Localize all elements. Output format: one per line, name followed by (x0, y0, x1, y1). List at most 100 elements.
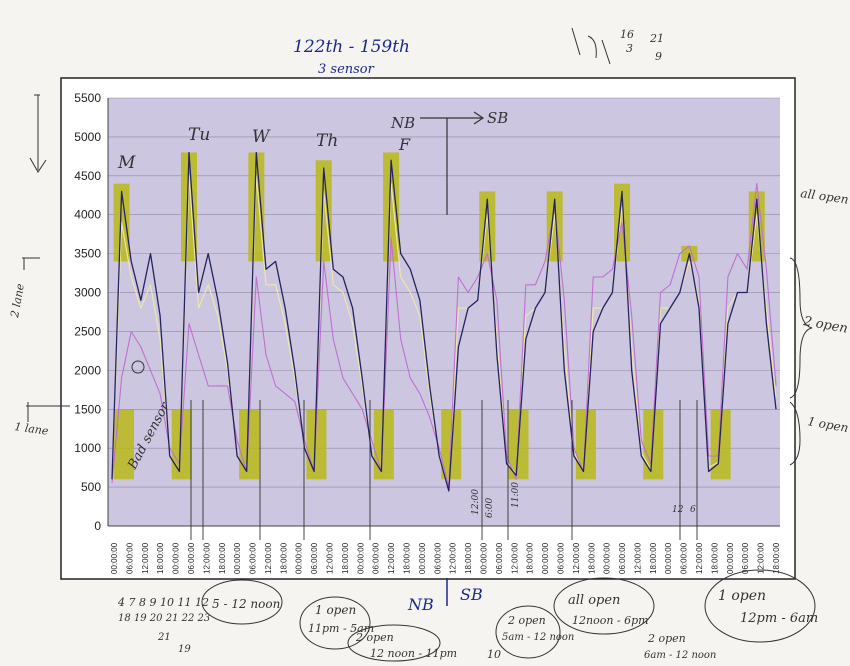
x-tick-label: 00:00:00 (418, 542, 427, 574)
right-one-open: 1 open (806, 414, 849, 435)
x-tick-label: 06:00:00 (433, 542, 442, 574)
oval-7-text-a: 1 open (718, 588, 766, 604)
x-tick-label: 12:00:00 (264, 542, 273, 574)
oval-3 (347, 624, 441, 662)
oval-7-text-b: 12pm - 6am (740, 611, 818, 626)
y-tick-label: 3500 (74, 247, 101, 261)
oval-5-text-b: 12noon - 6pm (572, 614, 649, 627)
x-tick-label: 12:00:00 (202, 542, 211, 574)
day-label-nb: NB (390, 114, 415, 132)
day-label-th: Th (316, 131, 338, 151)
x-tick-label: 18:00:00 (341, 542, 350, 574)
x-tick-label: 12:00:00 (633, 542, 642, 574)
x-tick-label: 18:00:00 (587, 542, 596, 574)
oval-4-text-b: 5am - 12 noon (502, 632, 574, 643)
x-tick-label: 00:00:00 (664, 542, 673, 574)
y-tick-label: 3000 (74, 286, 101, 300)
oval-5-text-a: all open (568, 593, 620, 608)
x-tick-label: 06:00:00 (372, 542, 381, 574)
mark-1200: 12:00 (471, 489, 481, 515)
y-tick-label: 5500 (74, 91, 101, 105)
top-title-1: 122th - 159th (293, 37, 410, 57)
peak-highlight (383, 152, 400, 262)
x-tick-label: 06:00:00 (495, 542, 504, 574)
top-right-scribble (571, 27, 611, 65)
oval-2 (299, 596, 371, 650)
oval-6-text-b: 6am - 12 noon (644, 650, 716, 661)
dates-line-2: 18 19 20 21 22 23 (118, 613, 210, 624)
nb-sb-arrow (420, 111, 485, 125)
x-tick-label: 06:00:00 (680, 542, 689, 574)
day-label-m: M (117, 153, 136, 173)
x-tick-label: 18:00:00 (526, 542, 535, 574)
x-tick-label: 00:00:00 (233, 542, 242, 574)
day-label-f: F (398, 135, 411, 154)
oval-3-text-b: 12 noon - 11pm (370, 647, 457, 660)
x-tick-label: 12:00:00 (695, 542, 704, 574)
x-tick-label: 18:00:00 (279, 542, 288, 574)
y-tick-label: 1000 (74, 441, 101, 455)
x-tick-label: 06:00:00 (556, 542, 565, 574)
y-tick-label: 500 (81, 480, 101, 494)
x-tick-label: 12:00:00 (387, 542, 396, 574)
dates-line-3: 21 (157, 632, 171, 643)
x-tick-label: 06:00:00 (125, 542, 134, 574)
mark-6: 6 (690, 505, 696, 515)
y-tick-label: 4500 (74, 169, 101, 183)
x-tick-label: 06:00:00 (741, 542, 750, 574)
sb-label-top: SB (487, 109, 508, 127)
oval-4-text-a: 2 open (507, 614, 546, 627)
day-label-tu: Tu (188, 125, 210, 145)
x-tick-label: 12:00:00 (141, 542, 150, 574)
y-axis-ticks: 0 500 1000 1500 2000 2500 3000 3500 4000 4500 5000… (74, 91, 101, 533)
y-tick-label: 4000 (74, 208, 101, 222)
oval-4 (495, 605, 561, 659)
top-right-note-1: 16 (620, 28, 634, 41)
series-lines (111, 151, 777, 492)
x-tick-label: 06:00:00 (618, 542, 627, 574)
y-tick-label: 5000 (74, 130, 101, 144)
x-tick-label: 00:00:00 (479, 542, 488, 574)
top-right-note-4: 9 (655, 50, 662, 63)
y-tick-label: 2000 (74, 363, 101, 377)
y-tick-label: 0 (94, 519, 101, 533)
y-tick-label: 1500 (74, 402, 101, 416)
trough-highlight (710, 409, 731, 480)
x-tick-label: 18:00:00 (156, 542, 165, 574)
x-axis-ticks: 00:00:00 06:00:00 12:00:00 18:00:00 00:00:00… (110, 542, 781, 574)
x-tick-label: 06:00:00 (310, 542, 319, 574)
x-tick-label: 06:00:00 (187, 542, 196, 574)
right-all-open: all open (800, 186, 850, 207)
x-tick-label: 12:00:00 (572, 542, 581, 574)
right-two-open: 2 open (801, 314, 849, 337)
top-title-2: 3 sensor (318, 62, 375, 77)
left-one-lane: 1 lane (14, 420, 50, 438)
left-two-lane: 2 lane (8, 282, 27, 319)
x-tick-label: 00:00:00 (172, 542, 181, 574)
x-tick-label: 18:00:00 (218, 542, 227, 574)
oval-1-text: 5 - 12 noon (212, 597, 280, 611)
x-tick-label: 00:00:00 (726, 542, 735, 574)
mark-12: 12 (672, 505, 684, 515)
x-tick-label: 00:00:00 (356, 542, 365, 574)
peak-highlight (248, 152, 265, 262)
x-tick-label: 18:00:00 (403, 542, 412, 574)
top-right-note-2: 3 (626, 42, 633, 55)
y-tick-label: 2500 (74, 324, 101, 338)
x-tick-label: 18:00:00 (464, 542, 473, 574)
handwritten-vertical-marks (190, 400, 698, 540)
trough-highlight (171, 409, 192, 480)
left-arrows (22, 94, 70, 422)
x-tick-label: 06:00:00 (249, 542, 258, 574)
oval-2-text-a: 1 open (315, 603, 356, 617)
bad-sensor-circle (131, 360, 145, 374)
x-tick-label: 00:00:00 (541, 542, 550, 574)
x-tick-label: 12:00:00 (326, 542, 335, 574)
x-tick-label: 12:00:00 (510, 542, 519, 574)
mark-600: 6:00 (485, 498, 495, 518)
oval-5 (553, 577, 655, 635)
oval-3-text-a: 2 open (355, 631, 394, 644)
oval-7 (704, 569, 816, 643)
oval-6-text-a: 2 open (647, 632, 686, 645)
